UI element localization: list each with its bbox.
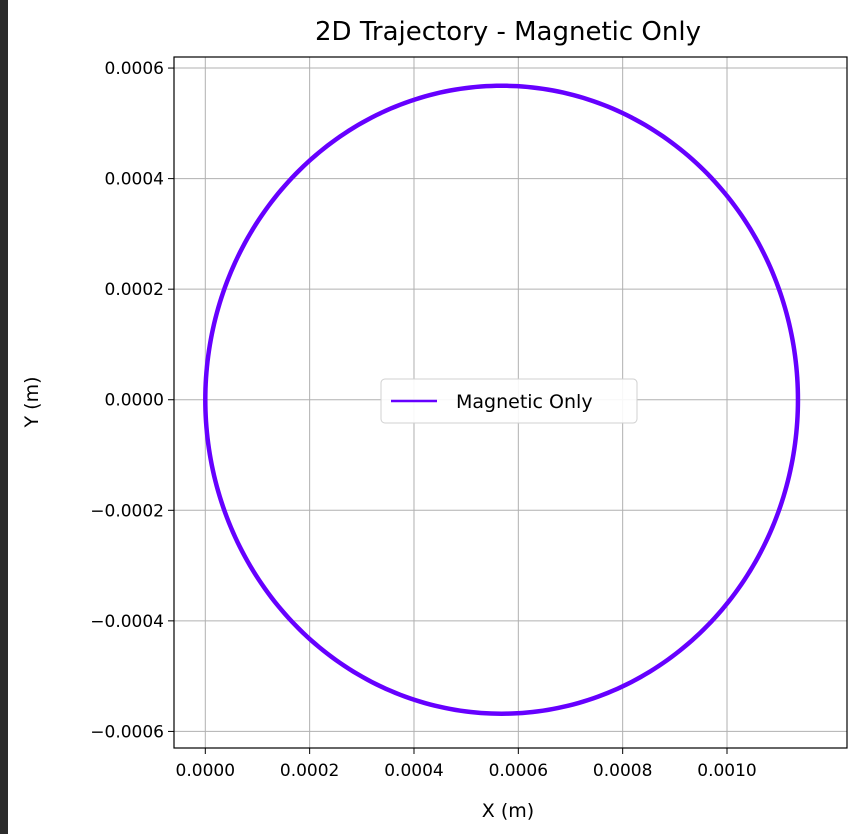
y-tick-label: −0.0002 bbox=[90, 501, 164, 521]
x-tick-label: 0.0008 bbox=[593, 761, 652, 781]
legend: Magnetic Only bbox=[380, 378, 638, 424]
legend-label: Magnetic Only bbox=[456, 391, 593, 413]
legend-box bbox=[380, 378, 638, 424]
chart-title: 2D Trajectory - Magnetic Only bbox=[315, 17, 701, 47]
axis-ticks: 0.0000 0.0002 0.0004 0.0006 0.0008 0.0010 0.00… bbox=[90, 59, 756, 781]
x-tick-label: 0.0004 bbox=[384, 761, 443, 781]
y-tick-label: −0.0006 bbox=[90, 722, 164, 742]
chart: 2D Trajectory - Magnetic Only 0.0000 0.00… bbox=[21, 17, 848, 822]
x-tick-label: 0.0010 bbox=[697, 761, 756, 781]
x-tick-label: 0.0002 bbox=[280, 761, 339, 781]
y-tick-label: −0.0004 bbox=[90, 612, 164, 632]
x-tick-label: 0.0000 bbox=[176, 761, 235, 781]
y-tick-label: 0.0002 bbox=[105, 280, 164, 300]
y-tick-label: 0.0006 bbox=[105, 59, 164, 79]
x-axis-label: X (m) bbox=[482, 800, 534, 822]
y-axis-label: Y (m) bbox=[21, 377, 43, 429]
y-tick-label: 0.0000 bbox=[105, 391, 164, 411]
y-tick-label: 0.0004 bbox=[105, 170, 164, 190]
plot-area bbox=[173, 56, 848, 749]
figure: 2D Trajectory - Magnetic Only 0.0000 0.00… bbox=[8, 0, 863, 834]
series-line-magnetic-only bbox=[203, 83, 801, 716]
x-tick-label: 0.0006 bbox=[489, 761, 548, 781]
